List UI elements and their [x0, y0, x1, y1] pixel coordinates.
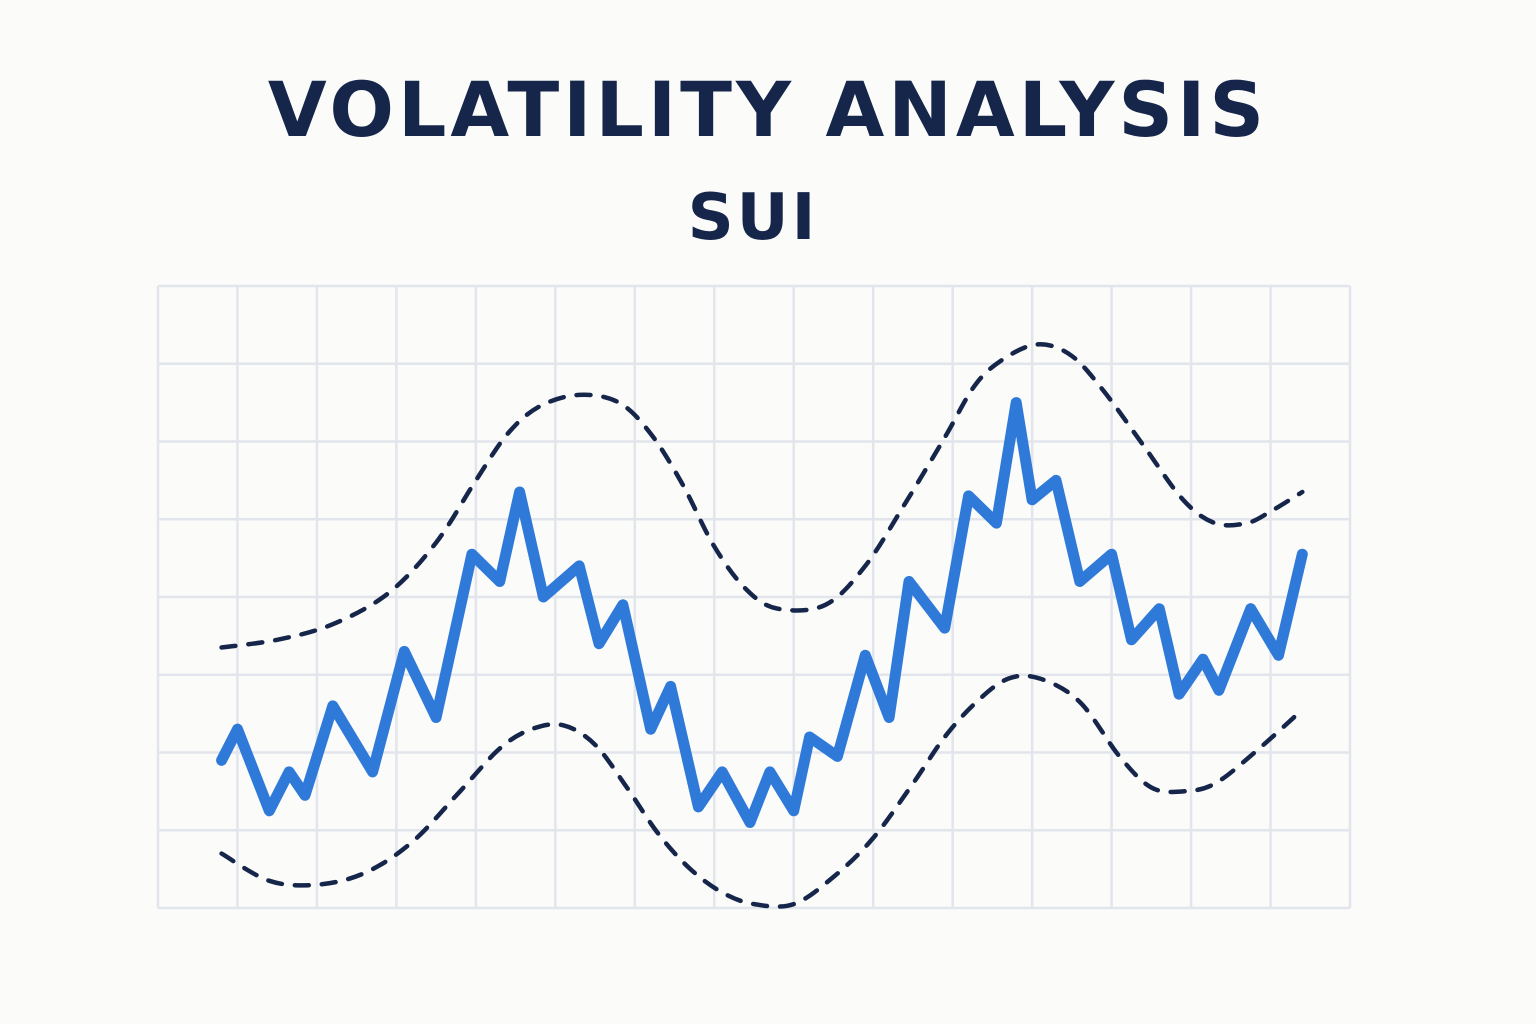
upper-band-line	[219, 342, 1305, 650]
price-line	[216, 397, 1308, 828]
lower-band-line	[219, 673, 1305, 909]
chart-title: VOLATILITY ANALYSIS	[267, 65, 1269, 154]
chart-lines	[216, 342, 1308, 909]
chart-subtitle: SUI	[687, 181, 819, 255]
chart-grid	[156, 284, 1352, 910]
